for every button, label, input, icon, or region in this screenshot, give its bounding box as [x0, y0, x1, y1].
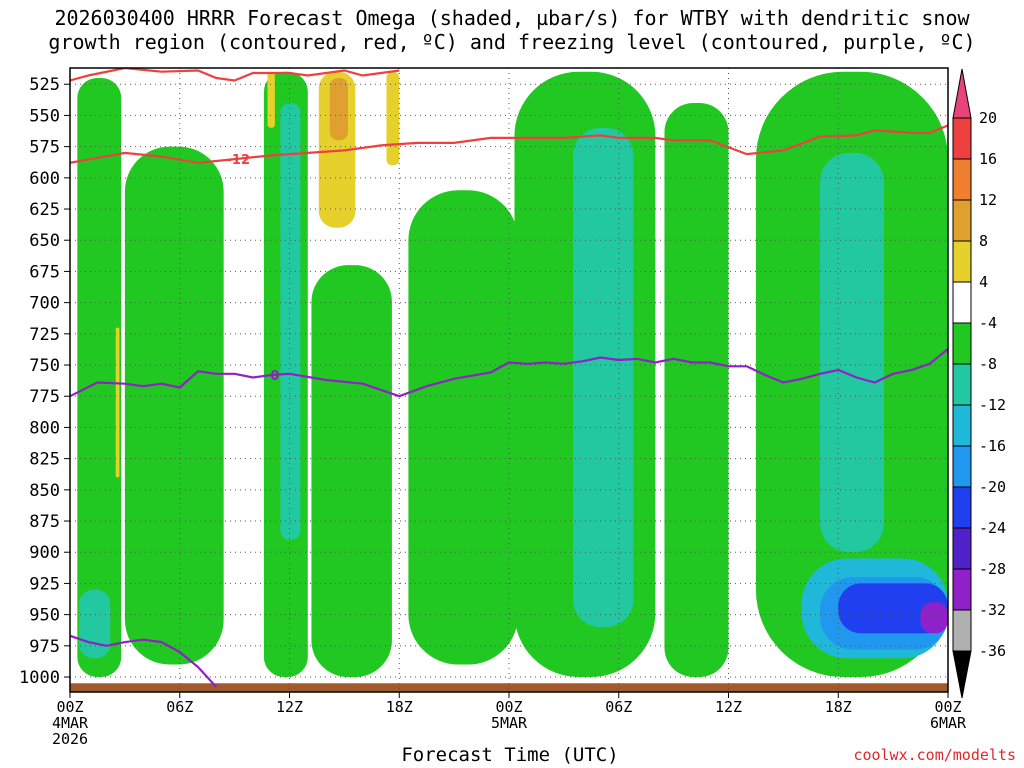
contour-freezing-level-0C: [70, 347, 948, 398]
colorbar-label-7: -12: [979, 396, 1006, 414]
chart-title-line1: 2026030400 HRRR Forecast Omega (shaded, …: [54, 6, 970, 30]
colorbar-swatch-6: [952, 322, 972, 365]
xtick-label-42-0: 18Z: [825, 698, 852, 716]
omega-region-lift-green-1: [77, 77, 122, 678]
contour-label-dendritic-12C: -12: [227, 153, 251, 168]
ytick-label-550: 550: [29, 106, 60, 126]
colorbar-swatch-5: [952, 281, 972, 324]
ytick-label-1000: 1000: [19, 668, 60, 688]
colorbar-cap-top: [952, 68, 972, 119]
ytick-label-950: 950: [29, 606, 60, 626]
colorbar-swatch-7: [952, 363, 972, 406]
contour-label-freezing-level-0C: 0: [270, 369, 279, 384]
ytick-label-925: 925: [29, 574, 60, 594]
colorbar-swatch-8: [952, 404, 972, 447]
omega-region-lift-teal-1: [79, 589, 111, 659]
colorbar-swatch-1: [952, 117, 972, 160]
xtick-label-24-1: 5MAR: [491, 714, 528, 732]
xtick-label-12-0: 12Z: [276, 698, 303, 716]
ytick-label-525: 525: [29, 75, 60, 95]
colorbar-label-1: 16: [979, 150, 997, 168]
ytick-label-775: 775: [29, 387, 60, 407]
colorbar-label-4: 4: [979, 273, 988, 291]
ytick-label-850: 850: [29, 481, 60, 501]
colorbar-label-6: -8: [979, 355, 997, 373]
xtick-label-30-0: 06Z: [605, 698, 632, 716]
colorbar-swatch-4: [952, 240, 972, 283]
colorbar-label-9: -20: [979, 478, 1006, 496]
ytick-label-625: 625: [29, 200, 60, 220]
omega-region-lift-green-2: [124, 146, 224, 665]
colorbar-label-2: 12: [979, 191, 997, 209]
omega-region-lift-green-4: [311, 265, 392, 678]
colorbar-swatch-13: [952, 609, 972, 652]
ytick-label-725: 725: [29, 325, 60, 345]
omega-region-sink-orange-1: [329, 77, 349, 141]
ytick-label-650: 650: [29, 231, 60, 251]
colorbar-label-0: 20: [979, 109, 997, 127]
colorbar-label-10: -24: [979, 519, 1006, 537]
xtick-label-18-0: 18Z: [386, 698, 413, 716]
ytick-label-825: 825: [29, 450, 60, 470]
omega-region-sink-yellow-3: [267, 71, 275, 128]
credit-text[interactable]: coolwx.com/modelts: [853, 746, 1016, 764]
colorbar-label-3: 8: [979, 232, 988, 250]
colorbar-cap-bottom: [952, 650, 972, 699]
xtick-label-0-2: 2026: [52, 730, 88, 748]
colorbar-swatch-12: [952, 568, 972, 611]
xtick-label-6-0: 06Z: [166, 698, 193, 716]
colorbar-swatch-10: [952, 486, 972, 529]
contour-dendritic-upper: [70, 68, 400, 82]
ytick-label-600: 600: [29, 169, 60, 189]
omega-region-lift-purple-1: [920, 602, 948, 634]
omega-region-lift-teal-2: [280, 102, 301, 540]
omega-region-lift-green-7: [664, 102, 729, 678]
xtick-label-0-1: 4MAR: [52, 714, 89, 732]
colorbar-label-8: -16: [979, 437, 1006, 455]
ytick-label-675: 675: [29, 262, 60, 282]
ytick-label-800: 800: [29, 418, 60, 438]
colorbar-swatch-3: [952, 199, 972, 242]
colorbar-swatch-11: [952, 527, 972, 570]
omega-region-sink-yellow-2: [386, 71, 400, 166]
contour-dendritic-12C: [70, 124, 948, 164]
colorbar-label-11: -28: [979, 560, 1006, 578]
omega-region-lift-teal-3: [573, 127, 634, 628]
colorbar-label-13: -36: [979, 642, 1006, 660]
xtick-label-48-1: 6MAR: [930, 714, 967, 732]
omega-region-lift-green-5: [408, 190, 519, 665]
ytick-label-575: 575: [29, 138, 60, 158]
xtick-label-0-0: 00Z: [56, 698, 83, 716]
colorbar-label-12: -32: [979, 601, 1006, 619]
xtick-label-36-0: 12Z: [715, 698, 742, 716]
colorbar-label-5: -4: [979, 314, 997, 332]
xtick-label-24-0: 00Z: [495, 698, 522, 716]
ytick-label-750: 750: [29, 356, 60, 376]
x-axis-title: Forecast Time (UTC): [401, 744, 619, 766]
xtick-label-48-0: 00Z: [934, 698, 961, 716]
ytick-label-975: 975: [29, 637, 60, 657]
contour-freezing-level-low: [70, 634, 218, 688]
terrain-fill: [70, 683, 948, 692]
ytick-label-875: 875: [29, 512, 60, 532]
colorbar-swatch-9: [952, 445, 972, 488]
colorbar-swatch-2: [952, 158, 972, 201]
chart-title-line2: growth region (contoured, red, ºC) and f…: [48, 30, 976, 54]
omega-region-sink-yellow-4: [115, 327, 120, 478]
ytick-label-900: 900: [29, 543, 60, 563]
omega-region-lift-teal-4: [819, 152, 884, 553]
ytick-label-700: 700: [29, 294, 60, 314]
